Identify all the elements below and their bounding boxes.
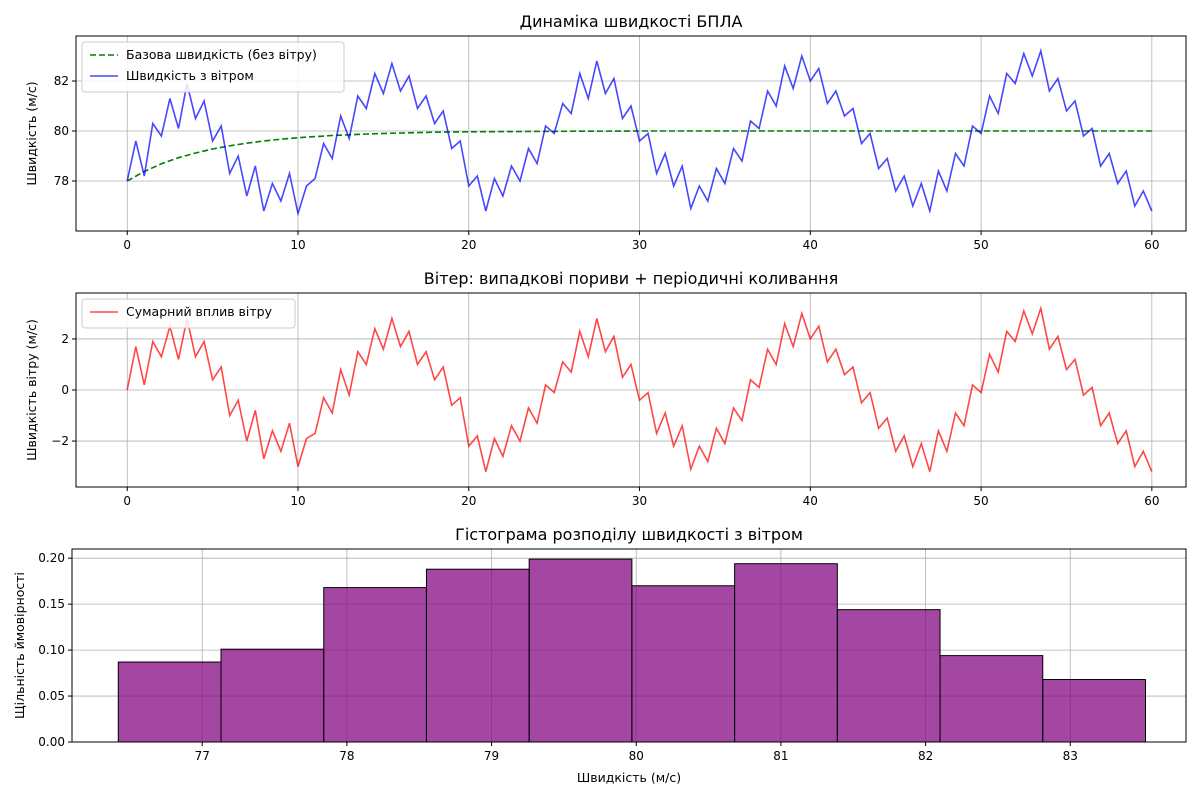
y-axis-label: Швидкість вітру (м/с) (24, 319, 39, 461)
speed-dynamics-chart: Динаміка швидкості БПЛА 0 10 20 30 40 50 60 78 80… (24, 12, 1187, 252)
y-tick-label: 80 (54, 124, 69, 138)
x-tick-label: 0 (123, 494, 131, 508)
legend-entry: Швидкість з вітром (126, 68, 254, 83)
x-tick-label: 81 (773, 749, 788, 763)
y-tick-label: 0.10 (38, 643, 65, 657)
y-tick-label: 78 (54, 174, 69, 188)
x-tick-label: 30 (632, 494, 647, 508)
histogram-bar (220, 648, 325, 743)
series-line-0 (126, 130, 1152, 182)
histogram-bar (425, 568, 530, 743)
legend-box (81, 41, 345, 93)
x-tick-label: 50 (973, 238, 988, 252)
x-tick-label: 20 (461, 494, 476, 508)
series-line-1 (126, 48, 1153, 217)
x-tick-label: 40 (803, 494, 818, 508)
x-tick-label: 79 (484, 749, 499, 763)
legend-entry: Сумарний вплив вітру (126, 304, 273, 319)
histogram-bar (734, 563, 838, 743)
x-tick-label: 80 (629, 749, 644, 763)
x-tick-label: 40 (803, 238, 818, 252)
y-tick-label: 2 (61, 332, 69, 346)
series-line-0 (126, 305, 1153, 473)
chart-title: Гістограма розподілу швидкості з вітром (455, 525, 803, 544)
y-axis-label: Швидкість (м/с) (24, 81, 39, 185)
x-tick-label: 78 (339, 749, 354, 763)
y-tick-label: 0 (61, 383, 69, 397)
x-tick-label: 60 (1144, 494, 1159, 508)
legend-entry: Базова швидкість (без вітру) (126, 47, 317, 62)
y-tick-label: 0.15 (38, 597, 65, 611)
histogram-bar (1042, 679, 1146, 743)
histogram-bar (836, 609, 941, 743)
histogram-bar (323, 587, 427, 743)
x-tick-label: 60 (1144, 238, 1159, 252)
axes-frame (71, 548, 1187, 743)
histogram-bar (939, 655, 1044, 743)
axes-frame (75, 35, 1187, 232)
y-tick-label: 0.20 (38, 551, 65, 565)
y-axis-label: Щільність ймовірності (12, 572, 27, 719)
x-tick-label: 10 (290, 494, 305, 508)
legend-box (81, 298, 296, 329)
x-tick-label: 77 (195, 749, 210, 763)
y-tick-label: −2 (51, 434, 69, 448)
histogram-bar (117, 661, 222, 743)
wind-chart: Вітер: випадкові пориви + періодичні кол… (24, 269, 1187, 508)
x-tick-label: 30 (632, 238, 647, 252)
x-tick-label: 50 (973, 494, 988, 508)
histogram-bar (631, 585, 736, 743)
x-tick-label: 83 (1063, 749, 1078, 763)
histogram-bar (528, 558, 633, 743)
chart-title: Динаміка швидкості БПЛА (520, 12, 743, 31)
speed-histogram-chart: Гістограма розподілу швидкості з вітром 7… (12, 525, 1187, 785)
x-tick-label: 10 (290, 238, 305, 252)
chart-title: Вітер: випадкові пориви + періодичні кол… (424, 269, 838, 288)
x-tick-label: 0 (123, 238, 131, 252)
y-tick-label: 0.00 (38, 735, 65, 749)
y-tick-label: 82 (54, 74, 69, 88)
y-tick-label: 0.05 (38, 689, 65, 703)
x-tick-label: 82 (918, 749, 933, 763)
x-tick-label: 20 (461, 238, 476, 252)
x-axis-label: Швидкість (м/с) (577, 770, 681, 785)
